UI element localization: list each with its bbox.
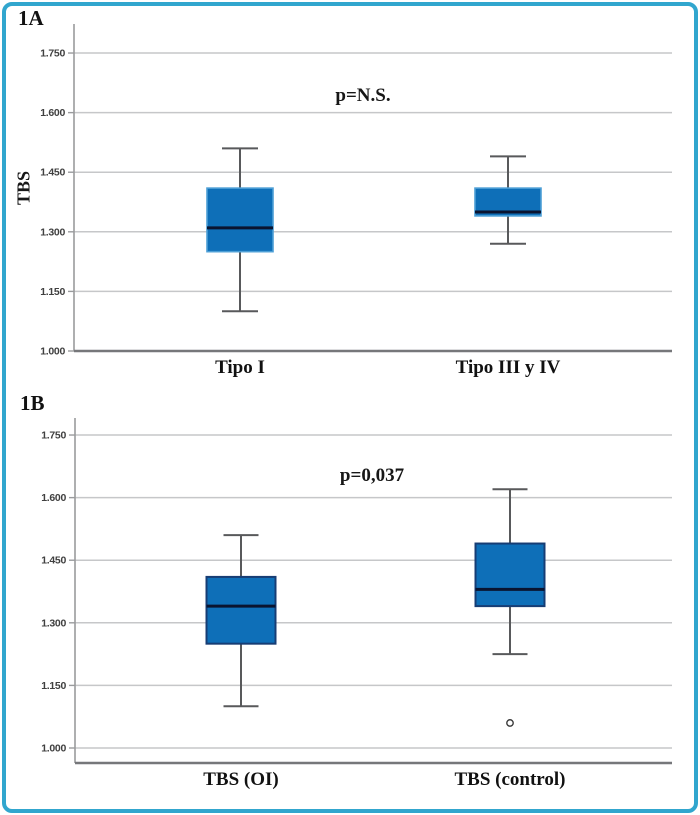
- category-label: TBS (control): [454, 769, 565, 790]
- pvalue-annotation-1b: p=0,037: [339, 465, 405, 486]
- box-iqr: [206, 187, 274, 253]
- category-label: Tipo III y IV: [456, 357, 561, 378]
- category-label: TBS (OI): [203, 769, 279, 790]
- y-tick-label: 1.600: [40, 107, 65, 119]
- box-iqr: [474, 542, 546, 608]
- y-tick-label: 1.750: [40, 48, 65, 60]
- outlier-point: [506, 719, 514, 727]
- y-tick-label: 1.450: [40, 167, 65, 179]
- panel-label-1a: 1A: [18, 6, 44, 30]
- y-tick-label: 1.600: [41, 492, 66, 504]
- y-axis-title: TBS: [13, 170, 34, 206]
- y-tick-label: 1.450: [41, 555, 66, 567]
- y-tick-label: 1.300: [41, 617, 66, 629]
- box-iqr: [205, 575, 277, 645]
- y-tick-label: 1.000: [40, 346, 65, 358]
- panel-label-1b: 1B: [20, 391, 45, 415]
- pvalue-annotation-1a: p=N.S.: [335, 85, 391, 106]
- y-tick-label: 1.150: [41, 680, 66, 692]
- y-tick-label: 1.300: [40, 226, 65, 238]
- y-tick-label: 1.750: [41, 430, 66, 442]
- y-tick-label: 1.150: [40, 286, 65, 298]
- category-label: Tipo I: [215, 357, 265, 378]
- y-tick-label: 1.000: [41, 743, 66, 755]
